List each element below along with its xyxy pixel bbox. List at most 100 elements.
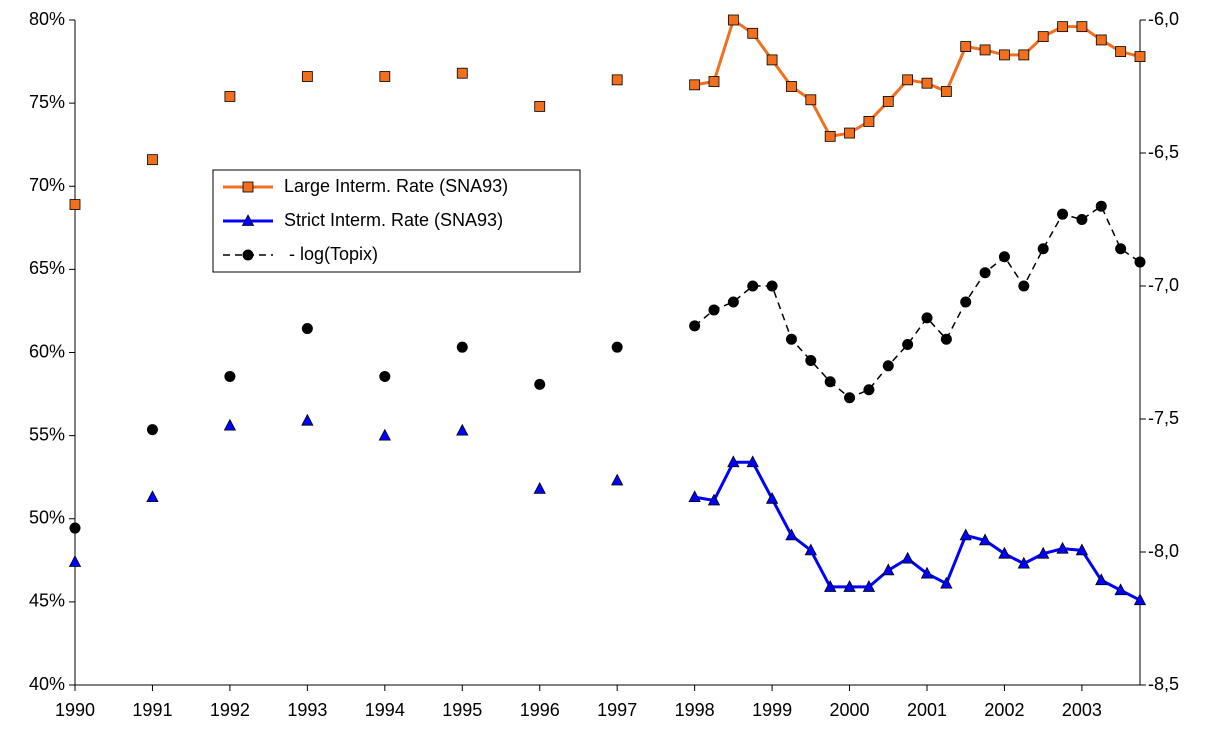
- marker: [1133, 593, 1147, 606]
- x-tick-label: 1992: [210, 700, 250, 720]
- marker: [689, 79, 701, 91]
- marker: [533, 481, 546, 494]
- legend-box: [212, 169, 581, 273]
- marker: [863, 116, 875, 127]
- marker: [456, 341, 468, 353]
- x-tick-label: 1997: [597, 700, 637, 720]
- marker: [1115, 243, 1127, 255]
- y2-tick-label: -8,5: [1148, 674, 1179, 694]
- marker: [747, 27, 759, 39]
- marker: [688, 490, 701, 503]
- y-tick-label: 70%: [29, 175, 65, 195]
- marker: [805, 94, 817, 106]
- x-tick-label: 2003: [1062, 700, 1102, 720]
- marker: [882, 563, 895, 576]
- marker: [146, 490, 159, 503]
- legend-label: - log(Topix): [284, 244, 378, 264]
- marker: [1095, 34, 1107, 46]
- marker: [998, 546, 1011, 559]
- marker: [69, 199, 81, 210]
- y-tick-label: 60%: [29, 341, 65, 361]
- x-tick-label: 1991: [132, 700, 172, 720]
- marker: [611, 74, 623, 86]
- marker: [1018, 49, 1030, 61]
- y-tick-label: 45%: [29, 591, 65, 611]
- y-tick-label: 40%: [29, 674, 65, 694]
- marker: [69, 522, 81, 534]
- marker: [1057, 208, 1069, 220]
- marker: [147, 154, 158, 166]
- marker: [999, 49, 1010, 61]
- marker: [1075, 543, 1089, 556]
- series-line: [694, 460, 1141, 602]
- marker: [708, 76, 720, 87]
- marker: [824, 130, 836, 142]
- marker: [1037, 546, 1050, 559]
- y2-tick-label: -8,0: [1148, 541, 1179, 561]
- x-tick-label: 1993: [287, 700, 327, 720]
- marker: [242, 249, 254, 261]
- marker: [998, 251, 1010, 263]
- marker: [301, 413, 314, 426]
- marker: [765, 491, 779, 504]
- marker: [1134, 256, 1146, 268]
- marker: [301, 71, 313, 82]
- legend-label: Strict Interm. Rate (SNA93): [284, 210, 503, 230]
- marker: [534, 101, 546, 112]
- marker: [1095, 573, 1108, 586]
- marker: [959, 528, 972, 541]
- series: [69, 200, 1146, 534]
- marker: [979, 44, 991, 56]
- marker: [1018, 280, 1030, 292]
- legend-label: Large Interm. Rate (SNA93): [284, 176, 508, 196]
- marker: [1017, 556, 1030, 569]
- series: [69, 14, 1146, 210]
- marker: [824, 376, 836, 388]
- y-tick-label: 65%: [29, 258, 65, 278]
- marker: [940, 86, 952, 97]
- marker: [1095, 200, 1107, 212]
- marker: [862, 580, 876, 592]
- marker: [921, 77, 933, 89]
- marker: [611, 473, 624, 486]
- marker: [960, 41, 972, 52]
- x-tick-label: 1996: [520, 700, 560, 720]
- marker: [824, 580, 837, 592]
- marker: [727, 296, 739, 308]
- marker: [1076, 21, 1088, 33]
- x-tick-label: 1994: [365, 700, 405, 720]
- marker: [844, 392, 856, 404]
- marker: [224, 370, 236, 382]
- x-tick-label: 1995: [442, 700, 482, 720]
- marker: [1134, 51, 1146, 62]
- series: [68, 413, 1147, 606]
- series-line: [694, 205, 1141, 399]
- marker: [708, 304, 720, 316]
- marker: [534, 378, 546, 390]
- marker: [920, 566, 934, 579]
- marker: [785, 528, 798, 541]
- marker: [1037, 31, 1049, 43]
- marker: [766, 280, 778, 292]
- series-line: [694, 17, 1141, 139]
- marker: [1076, 214, 1088, 225]
- marker: [940, 576, 953, 589]
- marker: [1057, 21, 1068, 33]
- legend: Large Interm. Rate (SNA93) Strict Interm.…: [212, 169, 581, 273]
- marker: [1056, 541, 1069, 554]
- x-tick-label: 2001: [907, 700, 947, 720]
- marker: [1115, 46, 1127, 57]
- marker: [1114, 583, 1127, 596]
- y2-tick-label: -7,5: [1148, 408, 1179, 428]
- marker: [805, 354, 817, 366]
- marker: [921, 312, 933, 324]
- y-tick-label: 75%: [29, 92, 65, 112]
- x-tick-label: 2000: [830, 700, 870, 720]
- marker: [902, 74, 914, 86]
- marker: [786, 81, 797, 92]
- marker: [146, 424, 158, 436]
- marker: [223, 418, 237, 431]
- x-tick-label: 1998: [675, 700, 715, 720]
- marker: [378, 428, 391, 441]
